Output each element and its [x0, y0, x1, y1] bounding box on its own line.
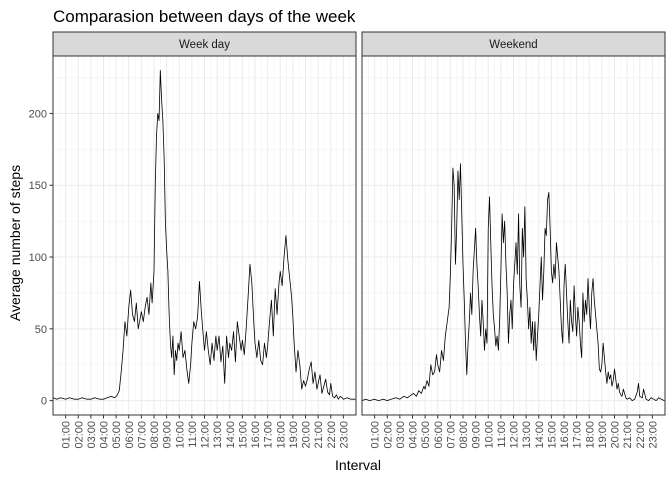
- x-tick-label: 03:00: [86, 421, 98, 449]
- panel-strip-label: Week day: [179, 39, 230, 51]
- x-tick-label: 22:00: [635, 421, 647, 449]
- x-tick-label: 04:00: [408, 421, 420, 449]
- x-tick-label: 05:00: [111, 421, 123, 449]
- y-tick-label: 200: [29, 108, 47, 120]
- x-tick-label: 14:00: [225, 421, 237, 449]
- x-tick-label: 13:00: [212, 421, 224, 449]
- series-line: [361, 163, 665, 402]
- series-line: [52, 69, 356, 400]
- x-tick-label: 01:00: [61, 421, 73, 449]
- x-tick-label: 07:00: [136, 421, 148, 449]
- chart-title: Comparasion between days of the week: [53, 7, 356, 26]
- x-tick-label: 04:00: [99, 421, 111, 449]
- y-axis: 0 50 100 150 200: [29, 108, 53, 408]
- y-axis-title: Average number of steps: [7, 165, 23, 321]
- panel-1: Week day 01:00 02:00 03:00 04:00 05:00 06:00 07…: [52, 31, 357, 449]
- x-tick-label: 16:00: [559, 421, 571, 449]
- x-tick-label: 17:00: [263, 421, 275, 449]
- x-tick-label: 06:00: [124, 421, 136, 449]
- x-tick-label: 17:00: [572, 421, 584, 449]
- x-tick-label: 22:00: [326, 421, 338, 449]
- x-tick-label: 07:00: [445, 421, 457, 449]
- x-tick-label: 12:00: [200, 421, 212, 449]
- x-tick-label: 13:00: [521, 421, 533, 449]
- x-tick-label: 23:00: [647, 421, 659, 449]
- y-tick-label: 150: [29, 180, 47, 192]
- x-tick-label: 15:00: [237, 421, 249, 449]
- x-tick-label: 18:00: [275, 421, 287, 449]
- x-tick-label: 23:00: [338, 421, 350, 449]
- x-tick-label: 05:00: [420, 421, 432, 449]
- x-tick-label: 19:00: [288, 421, 300, 449]
- x-axis: 01:00 02:00 03:00 04:00 05:00 06:00 07:00 08:00…: [61, 415, 350, 449]
- x-tick-label: 08:00: [458, 421, 470, 449]
- x-tick-label: 02:00: [382, 421, 394, 449]
- grid: [362, 56, 665, 415]
- grid: [53, 56, 356, 415]
- x-tick-label: 08:00: [149, 421, 161, 449]
- x-tick-label: 02:00: [73, 421, 85, 449]
- x-tick-label: 10:00: [174, 421, 186, 449]
- x-axis: 01:00 02:00 03:00 04:00 05:00 06:00 07:00 08:00…: [370, 415, 659, 449]
- x-tick-label: 09:00: [471, 421, 483, 449]
- x-tick-label: 16:00: [250, 421, 262, 449]
- x-tick-label: 14:00: [534, 421, 546, 449]
- x-tick-label: 03:00: [395, 421, 407, 449]
- x-axis-title: Interval: [335, 457, 381, 473]
- panel-strip: [52, 31, 357, 57]
- x-tick-label: 09:00: [162, 421, 174, 449]
- panel-2: Weekend 01:00 02:00 03:00 04:00 05:00 06:00 07:…: [361, 31, 666, 449]
- x-tick-label: 12:00: [509, 421, 521, 449]
- y-tick-label: 50: [35, 324, 47, 336]
- x-tick-label: 20:00: [610, 421, 622, 449]
- x-tick-label: 06:00: [433, 421, 445, 449]
- x-tick-label: 11:00: [496, 421, 508, 448]
- panel-strip-label: Weekend: [489, 39, 537, 51]
- y-tick-label: 0: [41, 396, 47, 408]
- x-tick-label: 15:00: [546, 421, 558, 449]
- x-tick-label: 10:00: [483, 421, 495, 449]
- y-tick-label: 100: [29, 252, 47, 264]
- panel-strip: [361, 31, 666, 57]
- x-tick-label: 20:00: [301, 421, 313, 449]
- x-tick-label: 21:00: [313, 421, 325, 449]
- x-tick-label: 11:00: [187, 421, 199, 448]
- x-tick-label: 18:00: [584, 421, 596, 449]
- x-tick-label: 01:00: [370, 421, 382, 449]
- x-tick-label: 19:00: [597, 421, 609, 449]
- x-tick-label: 21:00: [622, 421, 634, 449]
